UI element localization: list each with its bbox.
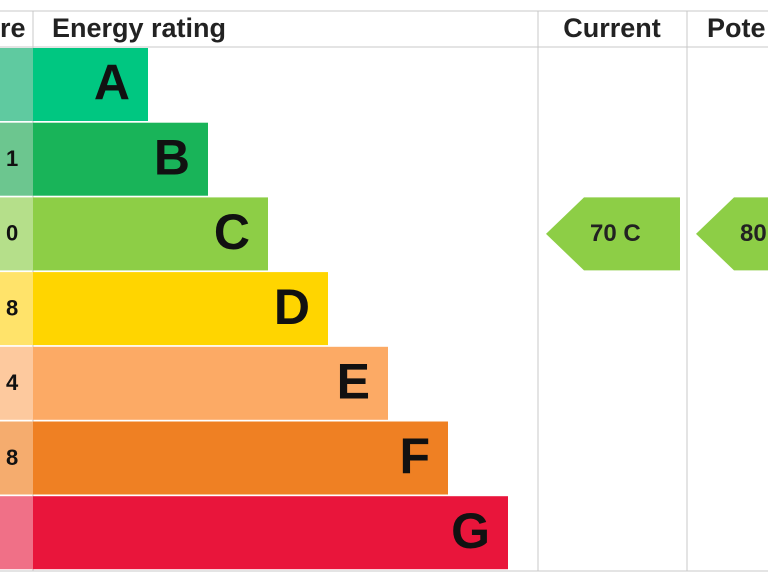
score-label: 1 [6, 146, 18, 171]
band-letter: F [399, 428, 430, 484]
band-letter: E [337, 354, 370, 410]
current-arrow [546, 197, 680, 271]
rating-band [33, 346, 388, 420]
rating-band [33, 496, 508, 570]
score-cell [0, 48, 33, 121]
potential-header: Pote [707, 13, 766, 43]
band-letter: G [451, 503, 490, 559]
score-label: 4 [6, 370, 19, 395]
score-cell [0, 496, 33, 570]
score-cell [0, 197, 33, 271]
score-label: 8 [6, 445, 18, 470]
score-cell [0, 421, 33, 495]
score-label: 0 [6, 221, 18, 246]
current-header: Current [563, 13, 661, 43]
rating-band [33, 421, 448, 495]
rating-band [33, 272, 328, 346]
rating-band [33, 197, 268, 271]
score-label: 8 [6, 295, 18, 320]
potential-arrow [696, 197, 768, 271]
score-header: re [0, 13, 26, 43]
band-letter: B [154, 129, 190, 185]
potential-label: 80 [740, 220, 767, 247]
band-letter: A [94, 55, 130, 111]
rating-header: Energy rating [52, 13, 226, 43]
rating-band [33, 48, 148, 121]
score-cell [0, 122, 33, 196]
score-cell [0, 272, 33, 346]
band-letter: D [274, 279, 310, 335]
band-letter: C [214, 204, 250, 260]
current-label: 70 C [590, 220, 641, 247]
score-cell [0, 346, 33, 420]
rating-band [33, 122, 208, 196]
